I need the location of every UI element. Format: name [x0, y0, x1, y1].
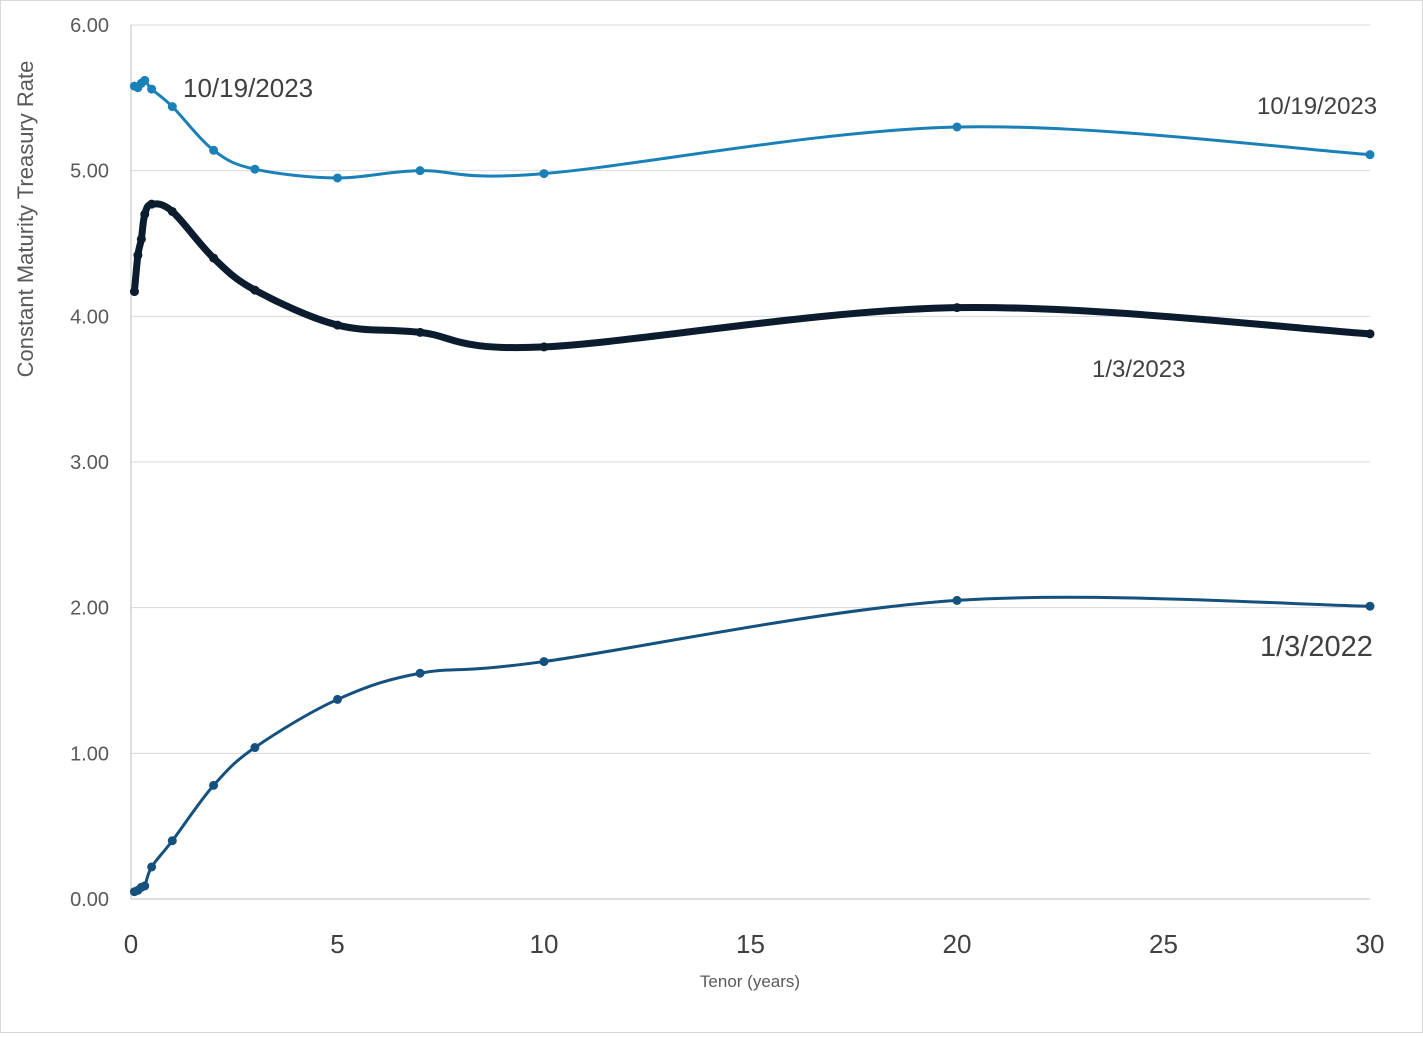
series-2: [129, 595, 1375, 897]
data-point: [952, 303, 962, 313]
data-point: [952, 595, 962, 605]
data-point: [147, 84, 157, 94]
annotation-10-19-2023-right: 10/19/2023: [1257, 93, 1377, 120]
data-point: [209, 253, 219, 263]
x-tick-label: 25: [1149, 929, 1178, 959]
data-point: [333, 173, 342, 183]
data-point: [415, 327, 425, 337]
series-1: [129, 199, 1375, 352]
data-point: [250, 743, 260, 753]
annotation-10-19-2023-left: 10/19/2023: [183, 73, 313, 103]
x-tick-labels: 0 5 10 15 20 25 30: [124, 929, 1385, 959]
data-point: [140, 881, 150, 891]
data-point: [167, 836, 177, 846]
y-tick-label: 4.00: [70, 306, 109, 328]
series-line: [130, 200, 1374, 352]
data-point: [209, 780, 219, 790]
x-axis-label: Tenor (years): [700, 972, 800, 991]
data-point: [209, 145, 219, 155]
series-0: [129, 75, 1375, 183]
gridlines: [131, 24, 1370, 754]
data-point: [539, 342, 549, 352]
y-axis-label: Constant Maturity Treasury Rate: [13, 61, 38, 378]
y-tick-label: 1.00: [70, 743, 109, 765]
data-point: [539, 657, 549, 667]
x-tick-label: 15: [736, 929, 765, 959]
data-point: [415, 166, 425, 176]
annotation-1-3-2022: 1/3/2022: [1260, 631, 1373, 663]
y-tick-label: 5.00: [70, 161, 109, 183]
data-point: [167, 206, 177, 216]
x-tick-label: 5: [330, 929, 344, 959]
data-point: [250, 285, 260, 295]
x-tick-label: 10: [530, 929, 559, 959]
x-tick-label: 30: [1356, 929, 1385, 959]
x-tick-label: 0: [124, 929, 138, 959]
y-tick-labels: 0.00 1.00 2.00 3.00 4.00 5.00 6.00: [70, 15, 109, 911]
series-line: [132, 78, 1372, 180]
series-line: [132, 595, 1372, 894]
series-lines: [129, 75, 1375, 897]
data-point: [133, 250, 143, 260]
y-tick-label: 2.00: [70, 598, 109, 620]
y-tick-label: 0.00: [70, 889, 109, 911]
data-point: [1365, 601, 1375, 611]
data-point: [136, 234, 146, 244]
data-point: [147, 862, 157, 872]
y-tick-label: 6.00: [70, 15, 109, 37]
data-point: [333, 320, 342, 330]
data-point: [415, 668, 425, 678]
data-point: [140, 209, 150, 219]
data-point: [147, 199, 157, 209]
x-tick-label: 20: [943, 929, 972, 959]
data-point: [140, 75, 150, 85]
data-point: [250, 164, 260, 174]
data-point: [1365, 329, 1375, 339]
data-point: [1365, 150, 1375, 160]
data-point: [952, 122, 962, 132]
data-point: [539, 169, 549, 179]
data-point: [129, 287, 139, 297]
axes: [130, 25, 1370, 900]
data-point: [333, 694, 342, 704]
data-point: [167, 102, 177, 112]
y-tick-label: 3.00: [70, 452, 109, 474]
annotation-1-3-2023: 1/3/2023: [1092, 356, 1185, 383]
